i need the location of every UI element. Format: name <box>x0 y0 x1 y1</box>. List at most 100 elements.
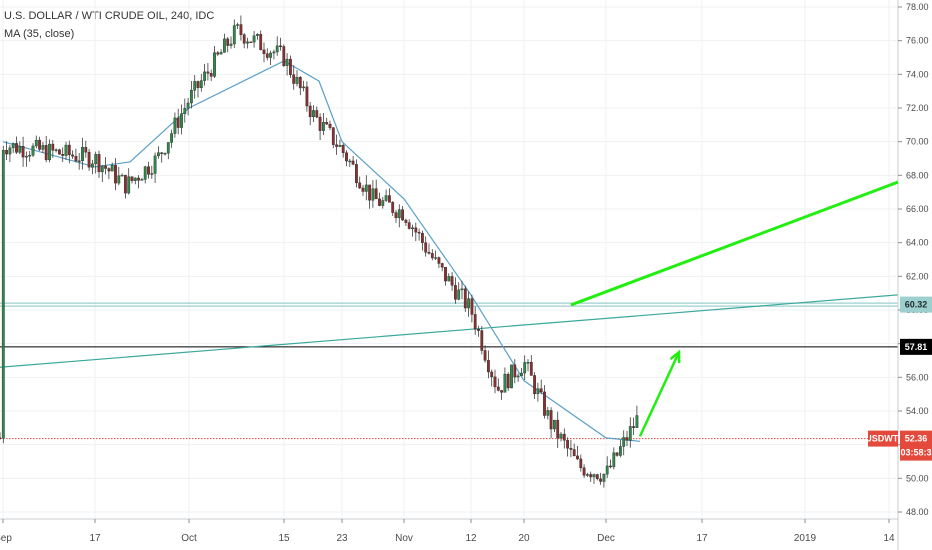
candle <box>566 440 570 449</box>
candle <box>199 80 203 88</box>
candle <box>315 110 319 118</box>
candle <box>490 371 494 378</box>
x-tick-label: 17 <box>89 533 101 544</box>
candle <box>543 391 546 416</box>
candle <box>127 176 131 194</box>
candle <box>308 105 312 118</box>
candle <box>487 360 490 373</box>
candle <box>28 155 32 157</box>
candle <box>384 195 388 201</box>
candle <box>374 188 378 200</box>
candle <box>54 149 58 151</box>
candle <box>110 165 114 172</box>
x-tick-label: Dec <box>597 533 615 544</box>
y-tick-label: 48.00 <box>906 507 929 517</box>
candle <box>242 34 246 44</box>
symbol-tag-label: USDWTI <box>865 434 901 444</box>
candle <box>38 139 42 150</box>
candle <box>470 298 474 315</box>
candle <box>355 164 358 184</box>
candle <box>41 145 45 150</box>
candle <box>67 144 71 156</box>
candle <box>31 145 35 156</box>
candle <box>216 52 220 55</box>
candle <box>282 46 286 66</box>
indicator-label[interactable]: MA (35, close) <box>4 28 75 40</box>
price-tag-label: 57.81 <box>905 342 928 352</box>
candle <box>71 154 75 157</box>
candle <box>117 175 121 184</box>
candle <box>305 86 309 107</box>
candle <box>586 474 589 476</box>
candle <box>279 45 282 48</box>
candle <box>394 212 398 219</box>
candle <box>562 433 566 441</box>
candle <box>232 25 236 45</box>
candle <box>602 473 606 482</box>
y-tick-label: 74.00 <box>906 69 929 79</box>
candle <box>510 364 513 389</box>
candle <box>206 71 210 74</box>
x-tick-label: Sep <box>0 533 12 544</box>
candle <box>97 154 101 173</box>
candle <box>226 38 230 46</box>
candle <box>595 474 599 480</box>
up-arrow-line <box>638 351 681 437</box>
candle <box>173 117 177 134</box>
candle <box>77 160 81 163</box>
candle <box>107 168 111 172</box>
candle <box>150 173 154 175</box>
trend-line <box>0 294 899 368</box>
candle <box>275 45 279 53</box>
candle <box>351 160 355 165</box>
candle <box>295 77 299 84</box>
candle <box>460 288 464 291</box>
candle <box>493 376 497 388</box>
candle <box>61 154 65 156</box>
candle <box>572 449 576 457</box>
candle <box>622 437 626 447</box>
x-tick-label: 15 <box>278 533 290 544</box>
candle <box>483 350 487 361</box>
y-tick-label: 54.00 <box>906 406 929 416</box>
candle <box>424 242 428 253</box>
candle <box>556 419 560 439</box>
candle <box>335 144 338 147</box>
candle <box>189 90 193 104</box>
candle <box>364 184 368 192</box>
candle <box>213 52 216 77</box>
candle <box>104 165 108 169</box>
candle <box>44 145 48 161</box>
candle <box>579 458 583 469</box>
candle <box>170 133 173 143</box>
candle <box>480 330 484 351</box>
candle <box>496 386 500 391</box>
candle <box>64 144 68 156</box>
candle <box>48 143 51 161</box>
candle <box>447 276 451 282</box>
candle <box>477 329 480 331</box>
candle <box>569 448 573 450</box>
chart-title: U.S. DOLLAR / WTI CRUDE OIL, 240, IDC <box>4 10 215 22</box>
candle <box>427 251 431 254</box>
candle <box>444 266 447 282</box>
candle <box>348 160 352 163</box>
countdown-label: 03:58:3 <box>900 448 931 458</box>
candle <box>414 227 418 233</box>
candle <box>457 289 461 300</box>
candle <box>381 200 385 206</box>
candle <box>256 34 259 36</box>
candle <box>183 108 187 114</box>
candle <box>411 227 414 230</box>
candle <box>467 298 470 309</box>
candle <box>176 117 180 128</box>
candle <box>417 231 421 234</box>
candle <box>549 410 553 430</box>
candle <box>520 372 523 377</box>
y-tick-label: 78.00 <box>906 2 929 12</box>
candle <box>592 474 596 478</box>
y-tick-label: 72.00 <box>906 103 929 113</box>
candle <box>529 362 533 376</box>
candle <box>368 184 371 201</box>
